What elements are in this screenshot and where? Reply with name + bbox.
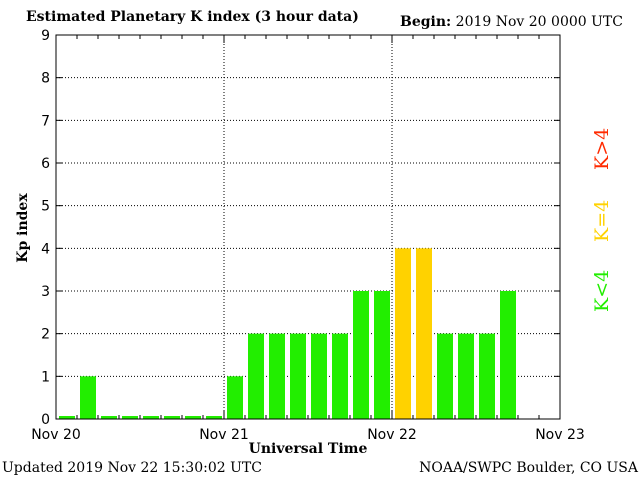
kp-bar <box>332 333 348 419</box>
legend-k-less: K<4 <box>591 269 613 312</box>
kp-bar <box>164 416 180 419</box>
y-tick-label: 4 <box>41 241 50 257</box>
y-tick-label: 8 <box>41 71 50 87</box>
kp-bar <box>395 248 411 419</box>
kp-bar <box>458 333 474 419</box>
y-ticks: 0 1 2 3 4 5 6 7 8 9 <box>41 28 560 428</box>
kp-bar <box>311 333 327 419</box>
kp-bar <box>479 333 495 419</box>
kp-bar <box>206 416 222 419</box>
y-tick-label: 6 <box>41 156 50 172</box>
kp-bar <box>101 416 117 419</box>
x-axis-label: Universal Time <box>249 441 368 457</box>
updated-timestamp: Updated 2019 Nov 22 15:30:02 UTC <box>2 460 262 476</box>
begin-time: Begin: 2019 Nov 20 0000 UTC <box>400 15 623 29</box>
x-tick-label: Nov 22 <box>367 427 417 443</box>
legend-k-equal: K=4 <box>591 199 613 242</box>
kp-bar <box>185 416 201 419</box>
kp-bar <box>248 333 264 419</box>
kp-bar <box>80 376 96 419</box>
credit-line: NOAA/SWPC Boulder, CO USA <box>419 460 638 476</box>
x-tick-label: Nov 23 <box>535 427 585 443</box>
kp-bar <box>437 333 453 419</box>
chart-grid <box>56 35 560 419</box>
chart-title: Estimated Planetary K index (3 hour data… <box>26 9 359 25</box>
y-tick-label: 5 <box>41 199 50 215</box>
y-tick-label: 3 <box>41 284 50 300</box>
x-tick-label: Nov 21 <box>199 427 249 443</box>
kp-bar <box>122 416 138 419</box>
kp-bar <box>143 416 159 419</box>
kp-bar <box>227 376 243 419</box>
kp-bar <box>416 248 432 419</box>
y-tick-label: 7 <box>41 113 50 129</box>
kp-bar <box>290 333 306 419</box>
begin-value: 2019 Nov 20 0000 UTC <box>455 14 623 30</box>
begin-label: Begin: <box>400 14 452 30</box>
x-ticks: Nov 20 Nov 21 Nov 22 Nov 23 <box>31 35 585 443</box>
legend-k-greater: K>4 <box>591 127 613 170</box>
y-tick-label: 2 <box>41 327 50 343</box>
y-axis-label: Kp index <box>15 193 31 263</box>
kp-bar <box>500 291 516 419</box>
y-tick-label: 0 <box>41 412 50 428</box>
kp-bar <box>353 291 369 419</box>
kp-bar <box>59 416 75 419</box>
y-tick-label: 1 <box>41 369 50 385</box>
kp-bar <box>374 291 390 419</box>
kp-bar <box>269 333 285 419</box>
x-tick-label: Nov 20 <box>31 427 81 443</box>
y-tick-label: 9 <box>41 28 50 44</box>
chart-bars <box>59 248 516 419</box>
